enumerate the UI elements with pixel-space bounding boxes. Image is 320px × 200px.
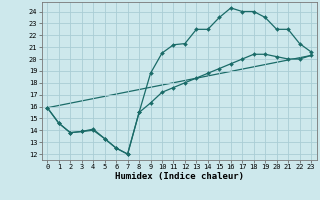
X-axis label: Humidex (Indice chaleur): Humidex (Indice chaleur) (115, 172, 244, 181)
